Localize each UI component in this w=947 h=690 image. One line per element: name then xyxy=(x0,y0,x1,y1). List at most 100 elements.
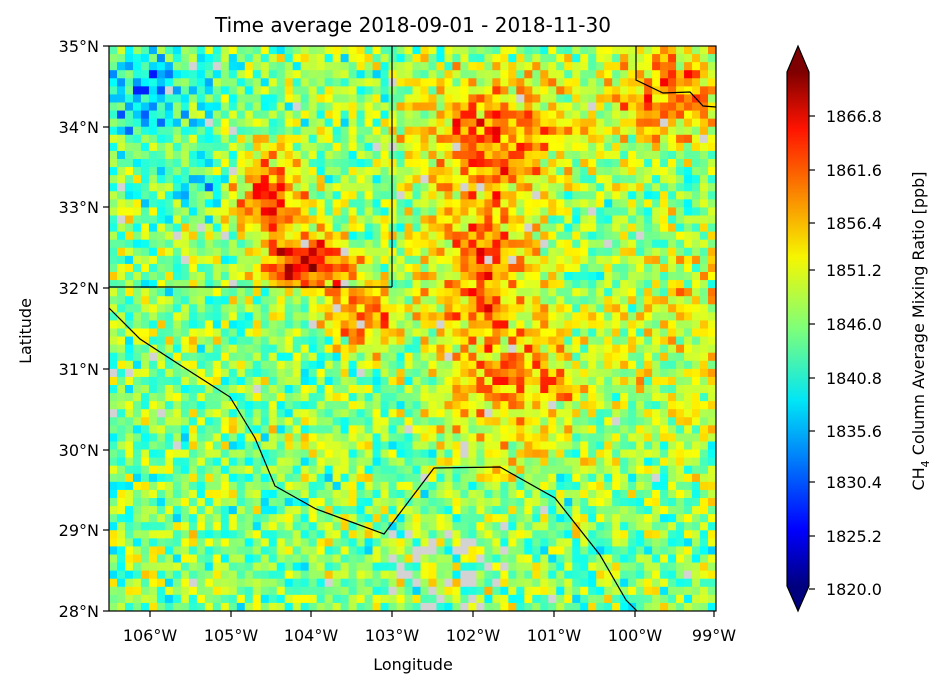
heatmap-cell xyxy=(332,312,342,322)
heatmap-cell xyxy=(236,110,246,120)
heatmap-cell xyxy=(548,167,557,176)
heatmap-cell xyxy=(708,288,716,297)
heatmap-cell xyxy=(212,530,222,539)
heatmap-cell xyxy=(612,554,621,564)
heatmap-cell xyxy=(492,570,501,580)
heatmap-cell xyxy=(596,102,605,112)
heatmap-cell xyxy=(348,570,358,580)
heatmap-cell xyxy=(476,489,485,499)
heatmap-cell xyxy=(380,441,390,451)
heatmap-cell xyxy=(612,78,621,87)
heatmap-cell xyxy=(508,546,517,556)
heatmap-cell xyxy=(708,562,716,572)
heatmap-cell xyxy=(228,312,238,322)
heatmap-cell xyxy=(620,280,629,289)
heatmap-cell xyxy=(172,223,182,233)
heatmap-cell xyxy=(652,360,661,370)
heatmap-cell xyxy=(348,110,358,120)
heatmap-cell xyxy=(276,457,286,467)
heatmap-cell xyxy=(580,393,589,402)
heatmap-cell xyxy=(588,183,597,192)
heatmap-cell xyxy=(508,175,517,184)
heatmap-cell xyxy=(452,465,462,475)
heatmap-cell xyxy=(340,70,350,79)
heatmap-cell xyxy=(660,401,669,410)
heatmap-cell xyxy=(292,368,302,378)
heatmap-cell xyxy=(596,272,605,281)
heatmap-cell xyxy=(228,320,238,330)
heatmap-cell xyxy=(372,167,382,176)
heatmap-cell xyxy=(668,70,677,79)
heatmap-cell xyxy=(116,312,126,322)
heatmap-cell xyxy=(292,288,302,297)
heatmap-cell xyxy=(204,191,214,200)
heatmap-cell xyxy=(276,280,286,289)
heatmap-cell xyxy=(308,506,318,515)
heatmap-cell xyxy=(164,570,174,580)
heatmap-cell xyxy=(620,465,629,475)
heatmap-cell xyxy=(588,118,597,128)
heatmap-cell xyxy=(708,498,716,507)
heatmap-cell xyxy=(356,272,366,281)
heatmap-cell xyxy=(196,368,206,378)
heatmap-cell xyxy=(636,409,645,418)
heatmap-cell xyxy=(652,110,661,120)
heatmap-cell xyxy=(252,62,262,71)
heatmap-cell xyxy=(116,328,126,338)
heatmap-cell xyxy=(156,255,166,265)
heatmap-cell xyxy=(460,102,470,112)
heatmap-cell xyxy=(180,514,190,523)
heatmap-cell xyxy=(236,296,246,305)
heatmap-cell xyxy=(284,134,294,144)
heatmap-cell xyxy=(572,401,581,410)
heatmap-cell xyxy=(468,94,477,104)
heatmap-cell xyxy=(252,150,262,160)
heatmap-cell xyxy=(260,118,270,128)
heatmap-cell xyxy=(484,126,493,136)
heatmap-cell xyxy=(364,546,374,556)
heatmap-cell xyxy=(660,239,669,249)
heatmap-cell xyxy=(532,255,541,265)
heatmap-cell xyxy=(348,272,358,281)
heatmap-cell xyxy=(188,336,198,346)
heatmap-cell xyxy=(132,134,142,144)
heatmap-cell xyxy=(260,312,270,322)
heatmap-cell xyxy=(692,272,701,281)
heatmap-cell xyxy=(460,207,470,217)
heatmap-cell xyxy=(316,498,326,507)
heatmap-cell xyxy=(612,86,621,96)
heatmap-cell xyxy=(532,118,541,128)
heatmap-cell xyxy=(460,215,470,225)
heatmap-cell xyxy=(444,336,454,346)
heatmap-cell xyxy=(524,159,533,168)
heatmap-cell xyxy=(300,142,310,152)
heatmap-cell xyxy=(420,247,430,257)
heatmap-cell xyxy=(220,247,230,257)
heatmap-cell xyxy=(164,126,174,136)
heatmap-cell xyxy=(660,312,669,322)
heatmap-cell xyxy=(164,489,174,499)
heatmap-cell xyxy=(244,223,254,233)
heatmap-cell xyxy=(109,296,118,305)
heatmap-cell xyxy=(476,62,485,71)
heatmap-cell xyxy=(284,272,294,281)
heatmap-cell xyxy=(596,231,605,241)
heatmap-cell xyxy=(388,385,398,394)
heatmap-cell xyxy=(148,159,158,168)
heatmap-cell xyxy=(292,409,302,418)
heatmap-cell xyxy=(252,312,262,322)
heatmap-cell xyxy=(540,239,549,249)
heatmap-cell xyxy=(148,449,158,459)
heatmap-cell xyxy=(596,62,605,71)
heatmap-cell xyxy=(252,368,262,378)
heatmap-cell xyxy=(156,175,166,184)
heatmap-cell xyxy=(612,320,621,330)
heatmap-cell xyxy=(260,449,270,459)
heatmap-cell xyxy=(148,360,158,370)
heatmap-cell xyxy=(524,538,533,548)
heatmap-cell xyxy=(196,70,206,79)
heatmap-cell xyxy=(340,457,350,467)
heatmap-cell xyxy=(676,70,685,79)
heatmap-cell xyxy=(244,175,254,184)
heatmap-cell xyxy=(228,570,238,580)
